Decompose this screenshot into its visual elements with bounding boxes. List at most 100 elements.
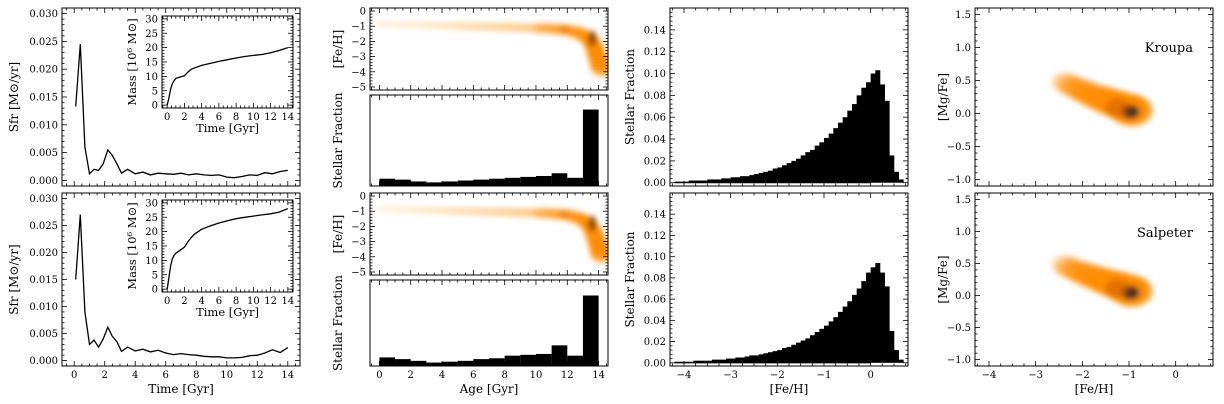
bar-mdf-kroupa-3: [688, 180, 694, 183]
x-tick-label: 2: [102, 370, 108, 381]
bar-mdf-kroupa-21: [772, 168, 778, 183]
bar-age-frac-salpeter-2: [410, 360, 427, 366]
y-tick-label: 0: [360, 7, 366, 18]
bar-mdf-salpeter-14: [740, 357, 745, 363]
y-tick-label: 30: [145, 198, 158, 209]
x-axis-label: Time [Gyr]: [196, 305, 259, 319]
y-tick-label: −1.0: [947, 175, 971, 186]
bar-mdf-salpeter-43: [875, 263, 881, 363]
bar-mdf-salpeter-24: [786, 346, 792, 363]
y-tick-label: −5: [351, 82, 366, 93]
x-tick-label: 10: [530, 370, 543, 381]
y-tick-label: 0.12: [644, 47, 666, 58]
chart-age-frac-salpeter: 0 2 4 6 8 10 12 14 Age [Gyr] Stellar Fraction: [331, 275, 609, 396]
y-tick-label: 20: [145, 227, 158, 238]
chart-age-frac-kroupa: Stellar Fraction: [331, 92, 609, 189]
x-tick-label: 10: [220, 370, 233, 381]
y-axis-label: [Mg/Fe]: [936, 255, 950, 303]
bar-age-frac-kroupa-7: [489, 178, 505, 186]
bar-mdf-kroupa-27: [800, 155, 806, 183]
bar-mdf-kroupa-7: [707, 179, 713, 183]
y-tick-label: 25: [145, 29, 158, 40]
bar-mdf-salpeter-18: [758, 354, 764, 363]
bar-mdf-kroupa-28: [805, 152, 811, 183]
bar-age-frac-kroupa-8: [504, 177, 521, 186]
y-axis-label: Stellar Fraction: [623, 231, 637, 327]
bar-mdf-salpeter-40: [861, 281, 867, 363]
x-tick-label: 14: [592, 370, 605, 381]
panel-title: Salpeter: [1137, 226, 1194, 241]
density-feh-age-salpeter: [375, 205, 608, 263]
bar-age-frac-kroupa-13: [582, 109, 599, 186]
bar-mdf-salpeter-33: [828, 321, 834, 363]
y-tick-label: 0.0: [955, 109, 971, 120]
bar-mdf-salpeter-2: [684, 361, 689, 363]
y-axis-label: Sfr [M⊙/yr]: [7, 244, 21, 314]
bar-mdf-kroupa-32: [824, 137, 829, 183]
x-tick-label: 0: [164, 296, 170, 307]
bar-mdf-salpeter-35: [838, 311, 843, 363]
bar-mdf-salpeter-7: [707, 360, 713, 363]
x-tick-label: 8: [193, 370, 199, 381]
x-tick-label: 2: [181, 112, 187, 123]
bar-mdf-kroupa-38: [852, 104, 857, 183]
x-tick-label: 10: [247, 112, 260, 123]
bar-mdf-salpeter-36: [842, 306, 848, 363]
x-tick-label: −1: [1122, 370, 1137, 381]
plot-area-mgfe-salpeter: [975, 193, 1213, 366]
bar-mdf-kroupa-40: [861, 87, 867, 183]
x-tick-label: −4: [982, 370, 997, 381]
x-tick-label: 2: [181, 296, 187, 307]
bar-mdf-kroupa-5: [698, 180, 703, 183]
y-tick-label: 0.005: [29, 329, 58, 340]
y-axis-label: Stellar Fraction: [331, 92, 345, 188]
chart-mgfe-kroupa: −1.0 −0.5 0.0 0.5 1.0 1.5 [Mg/Fe] Kroupa: [936, 7, 1214, 187]
bar-age-frac-salpeter-10: [535, 353, 552, 366]
y-tick-label: 0.10: [644, 69, 666, 80]
x-tick-label: −3: [1028, 370, 1043, 381]
y-tick-label: 5: [152, 86, 158, 97]
y-tick-label: 30: [145, 14, 158, 25]
bar-mdf-salpeter-26: [796, 342, 801, 363]
y-tick-label: 0.04: [644, 316, 666, 327]
y-tick-label: 0.08: [644, 91, 666, 102]
bar-mdf-salpeter-46: [889, 330, 895, 363]
bar-mdf-kroupa-2: [684, 181, 689, 183]
x-tick-label: 14: [281, 112, 294, 123]
x-tick-label: 14: [281, 370, 294, 381]
chart-mdf-salpeter: −4 −3 −2 −1 0 0.00 0.02 0.04 0.06 0.08 0.10 0.12 0.1…: [623, 192, 909, 396]
bar-mdf-salpeter-22: [777, 350, 783, 363]
plot-area-feh-age-kroupa: [370, 8, 608, 90]
bar-mdf-salpeter-45: [884, 286, 890, 363]
bar-mdf-kroupa-30: [814, 145, 820, 183]
chart-feh-age-salpeter: −5 −4 −3 −2 −1 0 [Fe/H]: [331, 192, 609, 278]
bar-age-frac-kroupa-11: [551, 173, 568, 186]
bar-age-frac-salpeter-0: [379, 357, 396, 366]
y-tick-label: 0.000: [29, 176, 58, 187]
bar-age-frac-kroupa-12: [567, 177, 583, 186]
y-tick-label: −3: [351, 237, 366, 248]
plot-area-mass-kroupa: [162, 16, 293, 108]
bar-mdf-kroupa-36: [842, 117, 848, 183]
bar-mdf-kroupa-47: [894, 171, 899, 183]
y-tick-label: 0: [152, 285, 158, 296]
y-tick-label: −4: [351, 252, 366, 263]
y-tick-label: 0.010: [29, 302, 58, 313]
bar-age-frac-kroupa-6: [473, 179, 489, 186]
y-axis-label: Mass [10⁶ M⊙]: [125, 202, 139, 289]
chart-feh-age-kroupa: −5 −4 −3 −2 −1 0 [Fe/H]: [331, 7, 609, 93]
bar-mdf-salpeter-34: [833, 317, 839, 363]
x-tick-label: −2: [770, 370, 785, 381]
y-tick-label: 0.14: [644, 210, 666, 221]
bar-mdf-kroupa-4: [693, 180, 699, 183]
bar-mdf-kroupa-34: [833, 128, 839, 183]
x-axis-label: Time [Gyr]: [196, 121, 259, 135]
bar-mdf-salpeter-12: [730, 358, 736, 363]
y-axis-label: [Fe/H]: [331, 30, 345, 69]
bar-mdf-kroupa-41: [866, 82, 871, 183]
density-mgfe-salpeter: [1050, 254, 1154, 308]
y-tick-label: −3: [351, 52, 366, 63]
bar-mdf-kroupa-48: [898, 179, 904, 183]
x-tick-label: 0: [867, 370, 873, 381]
y-tick-label: 0.015: [29, 93, 58, 104]
